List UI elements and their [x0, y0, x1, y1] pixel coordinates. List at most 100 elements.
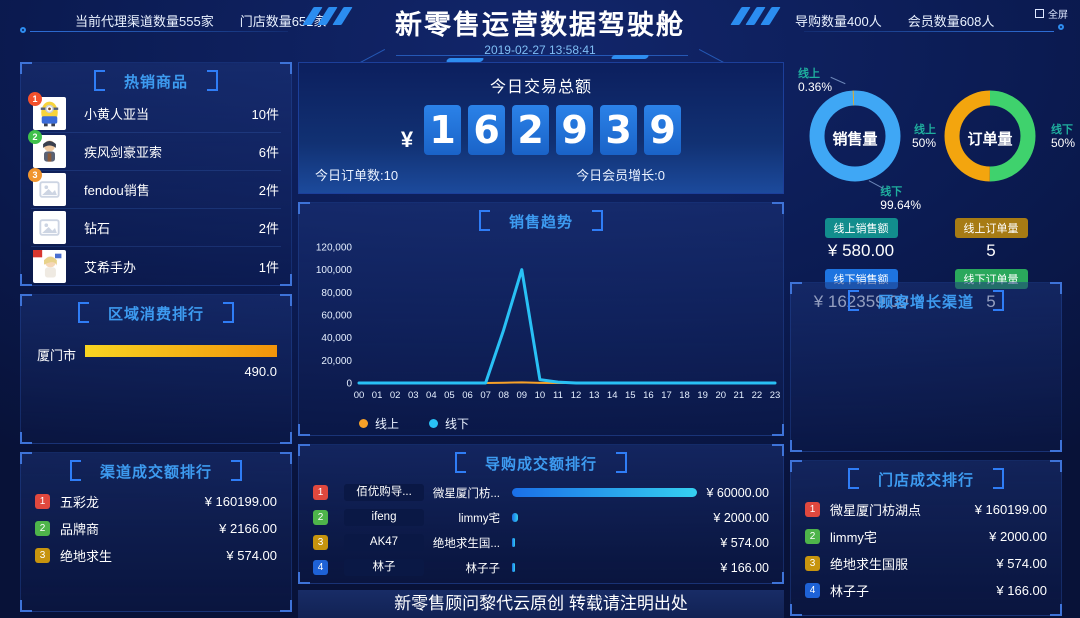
online-sales-value: ¥ 580.00 [827, 241, 895, 260]
legend-dot-icon [429, 419, 439, 428]
product-name: 小黄人亚当 [84, 107, 150, 122]
axis-tick-label: 10 [535, 390, 546, 401]
member-count: 会员数量608人 [907, 14, 995, 29]
product-count: 10件 [251, 107, 279, 122]
axis-tick-label: 40,000 [321, 333, 352, 344]
product-name: 钻石 [84, 221, 111, 236]
axis-tick-label: 01 [372, 390, 383, 401]
fullscreen-toggle[interactable]: 全屏 [1035, 6, 1068, 21]
header-right-stats: 导购数量400人 会员数量608人 [795, 11, 994, 30]
region-ranking-panel: 区域消费排行 厦门市 490.0 [20, 294, 292, 444]
table-row: 1 五彩龙 ¥ 160199.00 [21, 489, 291, 514]
page-title: 新零售运营数据驾驶舱 [395, 10, 685, 40]
label-connector [830, 76, 846, 85]
axis-tick-label: 06 [462, 390, 473, 401]
total-digit: 2 [512, 105, 550, 155]
chart-legend: 线上 线下 [299, 415, 783, 432]
legend-dot-icon [359, 419, 368, 428]
header: 当前代理渠道数量555家 门店数量651家 新零售运营数据驾驶舱 2019-02… [0, 0, 1080, 57]
guide-name: AK47 [344, 534, 424, 551]
row-name: limmy宅 [830, 530, 877, 545]
region-bar-row: 厦门市 490.0 [21, 325, 291, 379]
guide-ranking-list: 1 佰优购导... 微星厦门枋... ¥ 60000.00 2 ifeng limmy宅 ¥ … [299, 481, 783, 579]
axis-tick-label: 14 [607, 390, 618, 401]
rank-badge: 2 [35, 521, 50, 536]
online-orders-value: 5 [986, 241, 996, 260]
online-orders-stat: 线上订单量 5 [926, 218, 1056, 261]
axis-tick-label: 18 [679, 390, 690, 401]
row-amount: ¥ 166.00 [996, 583, 1047, 598]
sales-offline-label: 线下 99.64% [880, 186, 921, 212]
product-name: 艾希手办 [84, 259, 137, 275]
total-digit: 9 [644, 105, 682, 155]
slash-decoration-icon [730, 7, 781, 25]
product-image [33, 211, 66, 244]
series-line-线下 [357, 268, 777, 385]
panel-title-hot-products: 热销商品 [93, 70, 219, 93]
sales-volume-label: 销售量 [832, 131, 878, 148]
guide-name: 佰优购导... [344, 484, 424, 501]
orders-offline-label: 线下 50% [1050, 124, 1075, 150]
order-volume-donut: 订单量 线上 50% 线下 50% [912, 68, 1075, 214]
header-line [30, 31, 288, 32]
row-name: 微星厦门枋湖点 [830, 503, 922, 518]
row-amount: ¥ 574.00 [720, 535, 769, 550]
checkbox-icon[interactable] [1035, 9, 1044, 18]
slash-decoration-icon [302, 7, 353, 25]
title-trapezoid-decoration [396, 55, 688, 56]
panel-title-region-ranking: 区域消费排行 [77, 302, 235, 325]
page-title-block: 新零售运营数据驾驶舱 2019-02-27 13:58:41 [395, 3, 685, 57]
product-image [33, 249, 66, 283]
amount-bar [512, 513, 519, 522]
right-column: 销售量 线上 0.36% 线下 99.64% [790, 62, 1075, 618]
axis-tick-label: 21 [734, 390, 745, 401]
axis-tick-label: 120,000 [316, 243, 353, 254]
product-count: 1件 [258, 259, 279, 275]
legend-item[interactable]: 线下 [429, 415, 469, 432]
panel-title-channel-ranking: 渠道成交额排行 [69, 460, 243, 483]
row-amount: ¥ 60000.00 [706, 485, 769, 500]
product-count: 2件 [258, 221, 279, 236]
table-row: 1 佰优购导... 微星厦门枋... ¥ 60000.00 [299, 481, 783, 504]
sales-online-label: 线上 0.36% [798, 68, 833, 94]
table-row: 4 林子子 ¥ 166.00 [791, 578, 1061, 603]
axis-tick-label: 03 [408, 390, 419, 401]
amount-bar [512, 563, 515, 572]
rank-badge: 3 [35, 548, 50, 563]
online-sales-badge: 线上销售额 [824, 218, 898, 238]
rank-badge: 1 [805, 502, 820, 517]
today-orders: 今日订单数:10 [315, 168, 399, 183]
row-amount: ¥ 160199.00 [204, 494, 277, 509]
axis-tick-label: 02 [390, 390, 401, 401]
axis-tick-label: 08 [498, 390, 509, 401]
amount-bar [512, 488, 697, 497]
row-name: 五彩龙 [60, 495, 100, 510]
table-row: 3 绝地求生国服 ¥ 574.00 [791, 551, 1061, 576]
product-image: 3 [28, 168, 66, 206]
guide-count: 导购数量400人 [795, 14, 882, 29]
online-sales-stat: 线上销售额 ¥ 580.00 [796, 218, 926, 261]
fullscreen-label[interactable]: 全屏 [1048, 10, 1068, 21]
total-digit: 1 [424, 105, 462, 155]
rank-badge: 4 [805, 583, 820, 598]
store-ranking-panel: 门店成交排行 1 微星厦门枋湖点 ¥ 160199.00 2 limmy宅 ¥ 2000.… [790, 460, 1062, 616]
axis-tick-label: 13 [589, 390, 600, 401]
agent-channel-count: 当前代理渠道数量555家 [75, 14, 214, 29]
customer-growth-panel: 顾客增长渠道 [790, 282, 1062, 452]
axis-tick-label: 09 [516, 390, 527, 401]
product-name: fendou销售 [84, 183, 150, 198]
rank-badge: 4 [313, 560, 328, 575]
list-item: 钻石 2件 [31, 209, 281, 247]
legend-item[interactable]: 线上 [359, 415, 399, 432]
sales-volume-donut-chart [809, 90, 901, 182]
online-orders-badge: 线上订单量 [954, 218, 1028, 238]
store-name: 林子子 [465, 562, 501, 575]
product-image: 1 [28, 92, 66, 130]
header-left-stats: 当前代理渠道数量555家 门店数量651家 [75, 11, 326, 30]
rank-badge: 1 [35, 494, 50, 509]
product-count: 6件 [258, 145, 279, 160]
store-count: 门店数量651家 [239, 14, 327, 29]
table-row: 1 微星厦门枋湖点 ¥ 160199.00 [791, 497, 1061, 522]
